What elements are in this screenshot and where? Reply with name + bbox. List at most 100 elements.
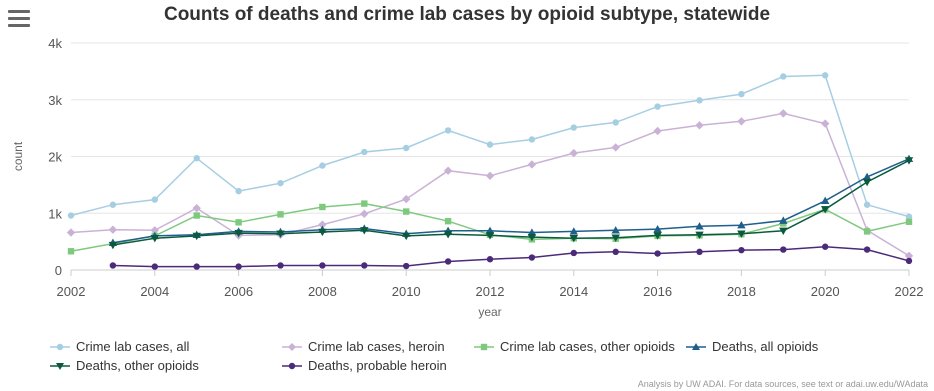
y-tick-label: 3k xyxy=(48,93,62,108)
data-point xyxy=(863,201,871,208)
x-axis-title: year xyxy=(478,305,501,319)
legend-label: Deaths, probable heroin xyxy=(308,358,447,373)
series-line-5 xyxy=(112,245,910,268)
data-point xyxy=(779,216,788,224)
data-point xyxy=(193,263,200,270)
chart-menu-icon[interactable] xyxy=(8,10,30,30)
x-tick-label: 2020 xyxy=(811,284,840,299)
data-point xyxy=(192,232,201,241)
data-point xyxy=(150,235,159,243)
data-point xyxy=(193,155,200,162)
data-point xyxy=(403,208,410,215)
data-point xyxy=(108,225,118,234)
legend-label: Deaths, other opioids xyxy=(76,358,199,373)
y-axis-title: count xyxy=(11,141,25,171)
data-point xyxy=(277,179,284,187)
legend-symbol xyxy=(686,343,706,350)
data-point xyxy=(276,230,285,238)
data-point xyxy=(737,220,746,229)
data-point xyxy=(235,219,242,226)
legend-label: Crime lab cases, heroin xyxy=(308,339,445,354)
x-tick-label: 2006 xyxy=(224,284,253,299)
data-point xyxy=(569,235,578,243)
data-point xyxy=(779,109,788,118)
legend-symbol xyxy=(474,343,494,351)
data-point xyxy=(193,212,200,219)
data-point xyxy=(862,178,872,187)
data-point xyxy=(780,246,787,253)
data-point xyxy=(904,157,914,165)
data-point xyxy=(109,262,117,269)
data-point xyxy=(570,124,577,131)
data-point xyxy=(443,231,453,239)
data-point xyxy=(528,136,536,143)
data-point xyxy=(277,211,284,218)
data-point xyxy=(569,148,578,158)
data-point xyxy=(653,232,662,240)
data-point xyxy=(318,228,327,237)
data-point xyxy=(695,121,704,130)
data-point xyxy=(737,117,746,126)
data-point xyxy=(486,141,494,148)
data-point xyxy=(654,103,661,110)
y-tick-label: 4k xyxy=(48,36,62,51)
data-point xyxy=(738,90,745,98)
data-point xyxy=(66,228,76,237)
credits-text[interactable]: Analysis by UW ADAI. For data sources, s… xyxy=(637,379,928,389)
data-point xyxy=(319,262,326,269)
data-point xyxy=(905,213,913,220)
data-point xyxy=(821,119,830,128)
data-point xyxy=(361,148,368,156)
data-point xyxy=(863,228,871,235)
data-point xyxy=(150,226,159,235)
data-point xyxy=(403,262,410,270)
data-point xyxy=(695,231,704,240)
x-tick-label: 2014 xyxy=(559,284,588,299)
data-point xyxy=(319,162,326,169)
data-point xyxy=(780,73,787,80)
data-point xyxy=(151,196,158,203)
data-point xyxy=(527,160,537,169)
y-tick-label: 2k xyxy=(48,150,62,165)
data-point xyxy=(109,201,117,208)
data-point xyxy=(235,263,242,270)
data-point xyxy=(277,262,284,269)
data-point xyxy=(403,144,410,152)
data-point xyxy=(738,246,745,254)
data-point xyxy=(737,230,746,238)
x-tick-label: 2004 xyxy=(140,284,169,299)
data-point xyxy=(319,203,326,211)
data-point xyxy=(612,248,619,256)
legend-label: Deaths, all opioids xyxy=(712,339,819,354)
data-point xyxy=(527,233,537,242)
data-point xyxy=(444,127,452,134)
data-point xyxy=(905,257,913,265)
data-point xyxy=(779,227,788,236)
legend-symbol xyxy=(50,363,70,370)
chart-title: Counts of deaths and crime lab cases by … xyxy=(163,4,771,25)
data-point xyxy=(361,262,368,269)
x-tick-label: 2010 xyxy=(392,284,421,299)
y-tick-label: 0 xyxy=(55,263,62,278)
data-point xyxy=(653,224,662,233)
data-point xyxy=(486,256,494,263)
data-point xyxy=(443,166,453,175)
x-tick-label: 2008 xyxy=(308,284,337,299)
data-point xyxy=(569,227,578,235)
data-point xyxy=(235,187,242,195)
series-line-4 xyxy=(112,159,910,246)
x-tick-label: 2012 xyxy=(476,284,505,299)
data-point xyxy=(234,229,243,238)
data-point xyxy=(612,119,619,126)
data-point xyxy=(863,246,871,253)
data-point xyxy=(318,220,327,229)
data-point xyxy=(360,227,369,235)
x-tick-label: 2016 xyxy=(643,284,672,299)
data-point xyxy=(905,218,913,225)
data-point xyxy=(570,249,577,257)
legend-label: Crime lab cases, other opioids xyxy=(500,339,675,354)
legend-label: Crime lab cases, all xyxy=(76,339,190,354)
y-tick-label: 1k xyxy=(48,206,62,221)
data-point xyxy=(402,194,411,204)
